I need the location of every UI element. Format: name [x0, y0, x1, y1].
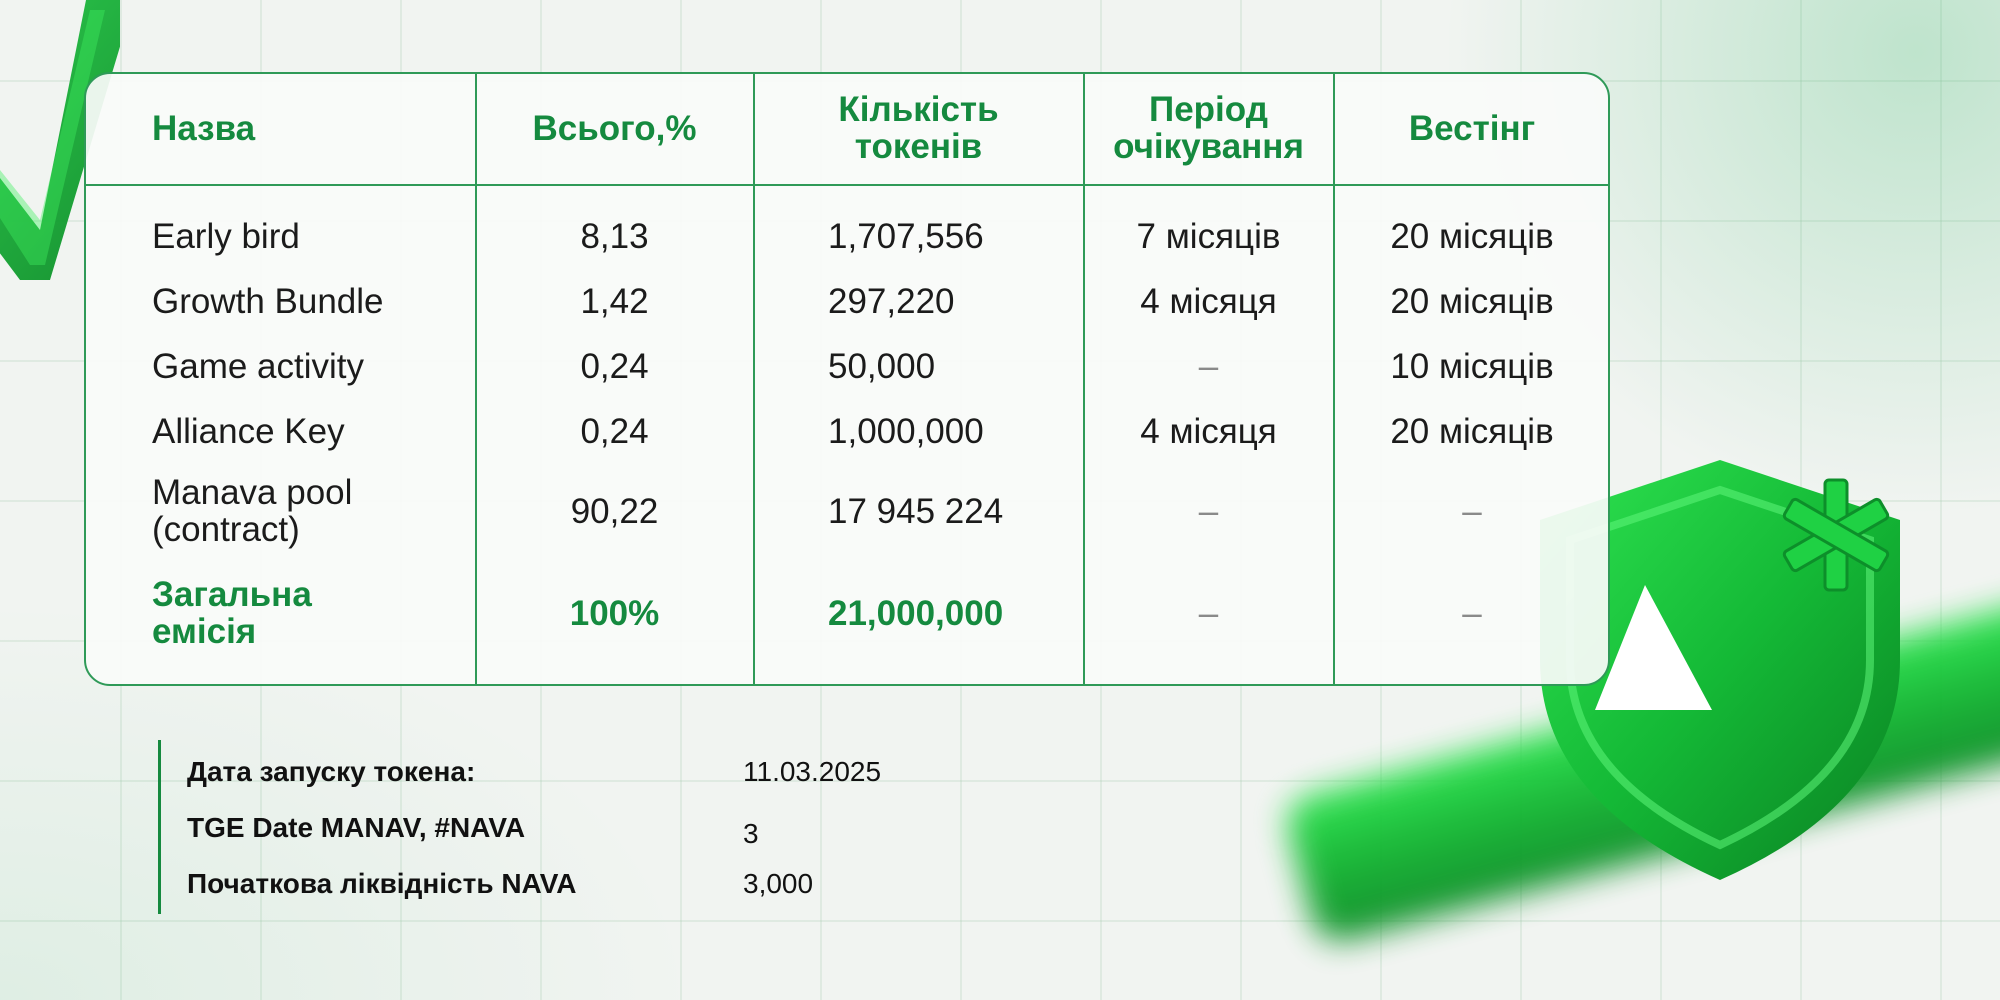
cell-percent: 90,22 [570, 491, 659, 531]
table-divider [475, 74, 477, 684]
info-label: Початкова ліквідність NAVA [187, 868, 577, 899]
table-divider [1333, 74, 1335, 684]
cell-percent: 0,24 [580, 411, 649, 451]
info-row-launch-date: Дата запуску токена: 11.03.2025 [187, 756, 987, 796]
info-row-initial-liquidity: Початкова ліквідність NAVA 3,000 [187, 868, 987, 908]
token-allocation-table: Назва Всього,% Кількість токенів Період … [84, 72, 1610, 686]
cell-vesting: 20 місяців [1390, 281, 1554, 321]
total-percent: 100% [569, 593, 660, 633]
header-token-amount: Кількість токенів [838, 90, 999, 166]
info-row-tge-date: TGE Date MANAV, #NAVA 3 [187, 812, 987, 852]
asterisk-icon [1782, 478, 1890, 592]
cell-tokens: 1,000,000 [828, 411, 984, 451]
table-divider [753, 74, 755, 684]
cell-vesting: 20 місяців [1390, 216, 1554, 256]
cell-waiting: 4 місяця [1140, 281, 1277, 321]
token-info-list: Дата запуску токена: 11.03.2025 TGE Date… [158, 740, 881, 914]
cell-waiting: 7 місяців [1136, 216, 1281, 256]
cell-name: Early bird [152, 216, 300, 256]
table-divider [1083, 74, 1085, 684]
cell-waiting: 4 місяця [1140, 411, 1277, 451]
cell-tokens: 50,000 [828, 346, 936, 386]
cell-name: Manava pool (contract) [152, 473, 353, 549]
info-value: 11.03.2025 [743, 756, 882, 787]
cell-name: Alliance Key [152, 411, 345, 451]
header-name: Назва [152, 108, 256, 148]
cell-name: Growth Bundle [152, 281, 384, 321]
cell-percent: 0,24 [580, 346, 649, 386]
table-header-divider [86, 184, 1608, 186]
cell-waiting: – [1198, 346, 1219, 386]
green-chevron-decoration [0, 0, 120, 280]
total-tokens: 21,000,000 [828, 593, 1004, 633]
header-waiting-period: Період очікування [1113, 90, 1304, 166]
cell-tokens: 297,220 [828, 281, 955, 321]
header-vesting: Вестінг [1408, 108, 1536, 148]
cell-percent: 8,13 [580, 216, 649, 256]
cell-percent: 1,42 [580, 281, 649, 321]
info-label: TGE Date MANAV, #NAVA [187, 812, 526, 843]
cell-vesting: – [1462, 491, 1482, 531]
total-name: Загальна емісія [152, 575, 312, 651]
cell-name: Game activity [152, 346, 364, 386]
cell-waiting: – [1198, 491, 1219, 531]
info-value: 3 [743, 818, 759, 849]
cell-vesting: 10 місяців [1390, 346, 1554, 386]
cell-vesting: 20 місяців [1390, 411, 1554, 451]
cell-tokens: 17 945 224 [828, 491, 1004, 531]
cell-tokens: 1,707,556 [828, 216, 984, 256]
header-total-percent: Всього,% [532, 108, 697, 148]
total-vesting: – [1462, 593, 1482, 633]
triangle-logo-icon [1595, 585, 1712, 710]
info-value: 3,000 [743, 868, 814, 899]
info-label: Дата запуску токена: [187, 756, 476, 787]
shield-icon [1540, 460, 1900, 880]
total-waiting: – [1198, 593, 1219, 633]
